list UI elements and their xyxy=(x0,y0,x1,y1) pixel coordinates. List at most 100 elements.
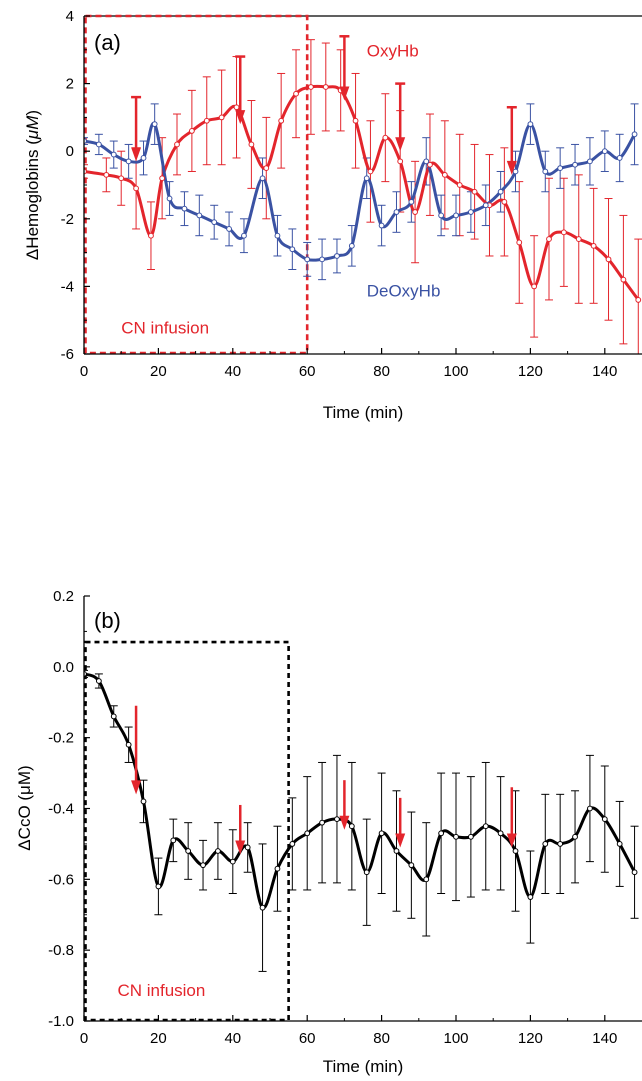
x-tick-label: 20 xyxy=(150,1030,167,1047)
data-point xyxy=(348,823,355,830)
data-point xyxy=(423,876,430,883)
panel-b-label: (b) xyxy=(94,608,121,633)
panel-a-x-axis-title: Time (min) xyxy=(323,403,404,422)
data-point xyxy=(453,833,459,840)
data-point xyxy=(110,713,117,720)
y-tick-label: -0.4 xyxy=(48,801,74,818)
panel-b-axes: 0 20 40 60 80 100 120 140 -1.0 -0.8 -0.6 -0.4 -0.2 0.… xyxy=(48,588,642,1047)
panel-b-error-bars xyxy=(84,669,639,972)
data-point xyxy=(557,165,564,172)
data-point xyxy=(348,242,355,249)
data-point xyxy=(125,158,132,165)
x-tick-label: 140 xyxy=(592,363,617,380)
data-point xyxy=(408,199,415,205)
data-point xyxy=(631,869,638,876)
data-point xyxy=(304,256,311,263)
data-point xyxy=(211,219,218,226)
panel-b-series-lines xyxy=(84,672,636,910)
panel-a-y-axis-title: ΔHemoglobins (μM) xyxy=(23,110,42,260)
data-point xyxy=(229,858,236,865)
panel-b: 0 20 40 60 80 100 120 140 -1.0 -0.8 -0.6 -0.4 -0.2 0.… xyxy=(15,588,642,1076)
panel-b-y-axis-title: ΔCcO (μM) xyxy=(15,765,34,850)
data-point xyxy=(289,246,296,253)
data-point xyxy=(542,168,549,175)
data-point xyxy=(274,232,281,239)
data-point xyxy=(423,158,430,165)
data-point xyxy=(188,128,195,134)
data-point xyxy=(218,114,225,121)
panel-a-axes: 0 20 40 60 80 100 120 140 -6 -4 -2 0 2 4 xyxy=(61,8,642,380)
panel-b-y-axis-title-prefix: ΔCcO ( xyxy=(15,795,34,851)
data-point xyxy=(453,212,459,219)
data-point xyxy=(125,741,132,748)
x-tick-label: 100 xyxy=(443,1030,468,1047)
data-point xyxy=(200,862,206,869)
panel-a-series-lines xyxy=(84,84,640,301)
event-arrow xyxy=(131,705,142,795)
x-tick-label: 80 xyxy=(373,363,390,380)
data-point xyxy=(215,848,221,854)
data-point xyxy=(110,151,117,158)
panel-a-cn-infusion-box xyxy=(84,14,309,355)
data-point xyxy=(263,165,270,172)
x-tick-label: 100 xyxy=(443,363,468,380)
event-arrow xyxy=(339,780,350,830)
data-point xyxy=(118,175,125,182)
data-point xyxy=(382,134,389,141)
x-tick-label: 0 xyxy=(80,1030,88,1047)
data-point xyxy=(441,171,448,178)
panel-a-box-label: CN infusion xyxy=(121,319,209,338)
data-point xyxy=(308,84,314,90)
event-arrow xyxy=(395,82,406,152)
data-point xyxy=(174,141,180,148)
y-tick-label: 0 xyxy=(66,143,74,160)
data-point xyxy=(274,865,281,872)
x-tick-label: 80 xyxy=(373,1030,390,1047)
data-point xyxy=(438,212,445,219)
data-point xyxy=(397,158,404,165)
panel-b-x-axis-title: Time (min) xyxy=(323,1057,404,1076)
data-point xyxy=(527,894,534,900)
data-point xyxy=(151,121,158,128)
data-point xyxy=(378,830,385,837)
panel-a: 0 20 40 60 80 100 120 140 -6 -4 -2 0 2 4 (a) OxyHb De… xyxy=(23,8,642,422)
x-tick-label: 140 xyxy=(592,1030,617,1047)
data-point xyxy=(334,816,340,823)
data-point xyxy=(635,297,642,303)
data-point xyxy=(393,209,400,215)
data-point xyxy=(616,841,623,847)
panel-a-y-axis-title-unit: μM xyxy=(23,115,42,140)
data-point xyxy=(367,168,374,175)
data-point xyxy=(631,131,638,138)
data-point xyxy=(456,182,463,188)
data-point xyxy=(467,833,474,840)
data-point xyxy=(482,202,489,209)
panel-a-error-bars xyxy=(84,39,642,354)
series-line xyxy=(84,672,636,910)
panel-b-cn-infusion-box xyxy=(84,640,290,1022)
data-point xyxy=(244,844,251,851)
cn-infusion-box xyxy=(84,14,309,355)
data-point xyxy=(572,161,578,168)
panel-a-arrows xyxy=(131,35,517,175)
data-point xyxy=(289,841,296,847)
data-point xyxy=(427,161,433,168)
event-arrow xyxy=(506,787,517,848)
data-point xyxy=(148,232,154,239)
event-arrow xyxy=(395,797,406,848)
data-point xyxy=(616,155,623,161)
data-point xyxy=(233,104,240,111)
data-point xyxy=(546,236,552,242)
data-point xyxy=(278,117,285,124)
y-tick-label: -2 xyxy=(61,211,74,228)
data-point xyxy=(241,232,247,239)
panel-b-y-axis-title-suffix: ) xyxy=(15,765,34,771)
data-point xyxy=(140,798,147,805)
data-point xyxy=(560,229,567,236)
data-point xyxy=(497,188,504,195)
data-point xyxy=(471,188,478,195)
data-point xyxy=(601,816,608,823)
y-tick-label: -0.8 xyxy=(48,942,74,959)
data-point xyxy=(304,830,311,837)
